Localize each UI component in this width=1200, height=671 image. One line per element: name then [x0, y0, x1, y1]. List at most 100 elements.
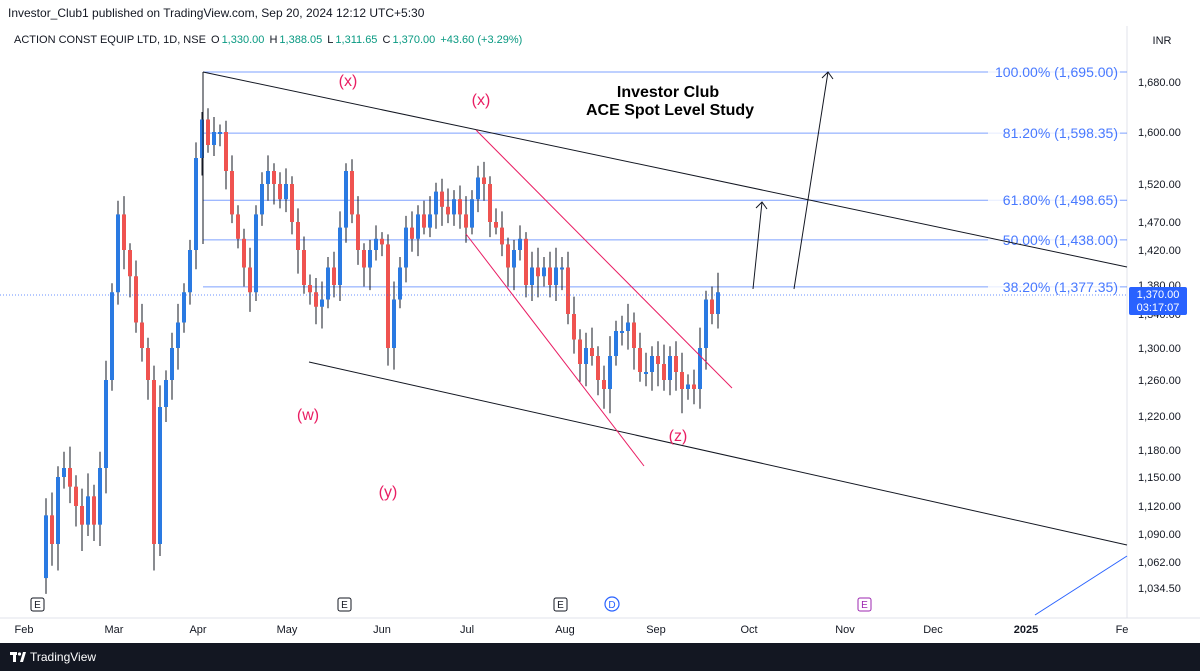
candle-body [392, 299, 396, 348]
candle-body [638, 348, 642, 372]
wave-label-x2: (x) [472, 92, 491, 109]
candle-body [692, 384, 696, 389]
candle-body [146, 348, 150, 380]
candle-body [368, 250, 372, 268]
candle-body [224, 132, 228, 171]
candle-body [674, 356, 678, 372]
candle-body [572, 314, 576, 340]
candle-body [332, 267, 336, 285]
y-tick-label: 1,180.00 [1138, 445, 1181, 457]
candle-body [704, 299, 708, 348]
fib-levels: 100.00% (1,695.00) 81.20% (1,598.35) 61.80… [203, 62, 1127, 297]
event-marker-2[interactable]: E [337, 597, 352, 612]
candle-body [164, 380, 168, 407]
event-marker-text: E [861, 600, 868, 611]
time-axis[interactable]: Feb Mar Apr May Jun Jul Aug Sep Oct Nov Dec 2025 Fe [15, 624, 1129, 636]
symbol-name: ACTION CONST EQUIP LTD, 1D, NSE [14, 34, 206, 46]
candle-body [482, 177, 486, 184]
candle-body [80, 506, 84, 525]
price-axis[interactable]: 1,680.00 1,600.00 1,520.00 1,470.00 1,420.00… [1138, 77, 1181, 595]
candle-body [416, 214, 420, 239]
candle-body [272, 171, 276, 184]
candle-body [452, 199, 456, 215]
wedge-lower-line [465, 233, 645, 467]
candle-body [566, 267, 570, 314]
y-tick-label: 1,300.00 [1138, 343, 1181, 355]
candle-body [680, 372, 684, 389]
candles [44, 108, 720, 594]
candle-body [386, 244, 390, 348]
candle-body [308, 285, 312, 293]
event-marker-1[interactable]: E [30, 597, 45, 612]
candle-body [326, 267, 330, 300]
channel-upper-line [202, 71, 1128, 268]
candle-body [590, 348, 594, 356]
candle-body [428, 214, 432, 228]
fib-level-label: 50.00% (1,438.00) [1003, 232, 1118, 248]
price-chart[interactable]: 100.00% (1,695.00) 81.20% (1,598.35) 61.80… [0, 26, 1200, 643]
candle-body [158, 407, 162, 544]
close-value: 1,370.00 [392, 34, 436, 46]
fib-level-label-bg [988, 276, 1120, 297]
wave-label-y: (y) [379, 484, 398, 501]
candle-body [170, 348, 174, 380]
candle-body [290, 184, 294, 222]
event-marker-text: E [341, 600, 348, 611]
wave-label-w: (w) [297, 407, 319, 424]
close-key: C [382, 34, 391, 46]
candle-body [512, 250, 516, 268]
fib-level-label-bg [988, 190, 1120, 211]
bottom-right-line [1034, 555, 1128, 616]
candle-body [128, 250, 132, 277]
open-key: O [211, 34, 220, 46]
event-marker-future[interactable]: E [857, 597, 872, 612]
candle-body [620, 331, 624, 333]
candle-body [668, 356, 672, 380]
candle-body [122, 214, 126, 250]
event-marker-dividend[interactable]: D [604, 596, 620, 612]
candle-body [218, 132, 222, 134]
candle-body [542, 267, 546, 277]
candle-body [632, 322, 636, 348]
candle-body [68, 468, 72, 487]
publisher-header: Investor_Club1 published on TradingView.… [0, 0, 1200, 26]
candle-body [284, 184, 288, 200]
symbol-legend: ACTION CONST EQUIP LTD, 1D, NSE O 1,330.0… [14, 34, 524, 46]
candle-body [602, 380, 606, 389]
open-value: 1,330.00 [221, 34, 265, 46]
y-tick-label: 1,600.00 [1138, 127, 1181, 139]
x-tick-label: Aug [555, 624, 575, 636]
current-price-value: 1,370.00 [1137, 289, 1180, 301]
candle-body [62, 468, 66, 477]
candle-body [260, 184, 264, 215]
candle-body [584, 348, 588, 364]
y-tick-label: 1,220.00 [1138, 411, 1181, 423]
candle-body [626, 322, 630, 331]
candle-body [98, 468, 102, 525]
x-tick-label: Mar [105, 624, 124, 636]
candle-body [710, 299, 714, 314]
candle-body [662, 364, 666, 380]
candle-body [134, 276, 138, 323]
candle-body [476, 177, 480, 200]
candle-body [236, 214, 240, 239]
candle-body [578, 339, 582, 364]
x-tick-label: 2025 [1014, 624, 1038, 636]
candle-body [116, 214, 120, 293]
y-tick-label: 1,260.00 [1138, 375, 1181, 387]
candle-body [296, 222, 300, 250]
event-marker-3[interactable]: E [553, 597, 568, 612]
candle-body [440, 191, 444, 207]
y-tick-label: 1,150.00 [1138, 472, 1181, 484]
x-tick-label: Dec [923, 624, 943, 636]
candle-body [596, 356, 600, 380]
candle-body [266, 171, 270, 184]
candle-body [530, 267, 534, 285]
currency-label[interactable]: INR [1152, 35, 1172, 47]
candle-body [506, 244, 510, 268]
candle-body [344, 171, 348, 228]
candle-body [212, 132, 216, 145]
candle-body [494, 222, 498, 228]
chart-frame[interactable]: 100.00% (1,695.00) 81.20% (1,598.35) 61.80… [0, 26, 1200, 643]
candle-body [446, 206, 450, 215]
